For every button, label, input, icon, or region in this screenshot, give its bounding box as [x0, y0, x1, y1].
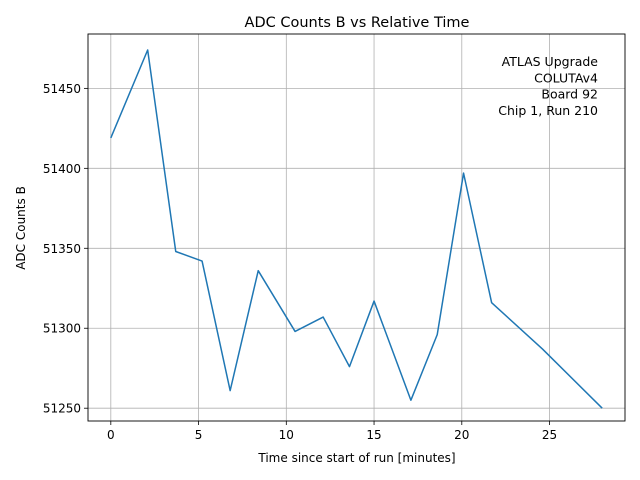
chart-title: ADC Counts B vs Relative Time [245, 15, 470, 31]
series-layer [110, 49, 603, 409]
x-tick-label: 25 [542, 428, 557, 442]
x-axis: 0 5 10 15 20 25 [107, 421, 557, 442]
annotation-line: COLUTAv4 [534, 70, 598, 85]
x-tick-label: 0 [107, 428, 115, 442]
y-axis: 51250 51300 51350 51400 51450 [43, 82, 88, 416]
y-tick-label: 51250 [43, 402, 81, 416]
x-tick-label: 5 [195, 428, 203, 442]
x-tick-label: 20 [454, 428, 469, 442]
x-tick-label: 15 [366, 428, 381, 442]
y-tick-label: 51350 [43, 242, 81, 256]
annotation-line: Board 92 [541, 87, 598, 102]
annotation-line: ATLAS Upgrade [502, 54, 599, 69]
y-axis-label: ADC Counts B [14, 186, 28, 270]
annotation-line: Chip 1, Run 210 [498, 103, 598, 118]
x-tick-label: 10 [279, 428, 294, 442]
y-tick-label: 51300 [43, 322, 81, 336]
y-tick-label: 51450 [43, 82, 81, 96]
y-tick-label: 51400 [43, 162, 81, 176]
series-line [110, 49, 603, 409]
plot-frame [87, 33, 626, 422]
grid [88, 34, 625, 421]
x-axis-label: Time since start of run [minutes] [257, 451, 455, 465]
